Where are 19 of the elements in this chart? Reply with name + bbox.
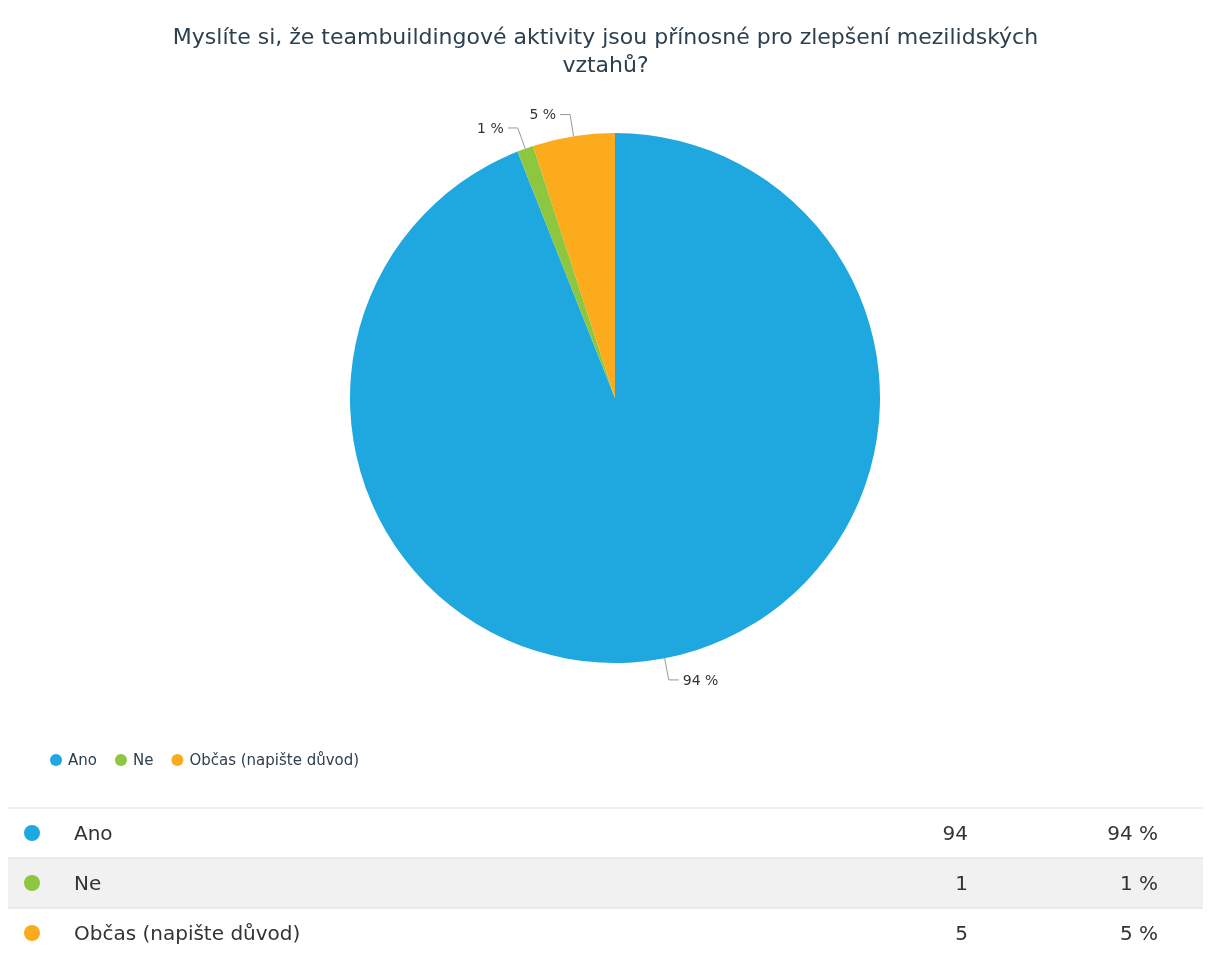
data-label: 94 % <box>682 671 719 688</box>
text: 1 <box>955 871 968 895</box>
pie-slice <box>350 133 880 663</box>
text: 94 <box>942 821 968 845</box>
text: 94 % <box>1107 821 1158 845</box>
category-label: Ano <box>74 821 113 845</box>
data-label: 1 % <box>477 119 504 136</box>
category-label: Ne <box>74 871 102 895</box>
chart-title: Myslíte si, že teambuildingové aktivity jsou přínosné pro zlepšení mezilidských vztahů? <box>172 24 1039 77</box>
legend-label: Občas (napište důvod) <box>189 751 360 770</box>
text: 5 <box>955 921 968 945</box>
legend-label: Ne <box>132 751 154 770</box>
text: 1 % <box>1119 871 1158 895</box>
pie-slice <box>517 145 615 398</box>
category-label: Občas (napište důvod) <box>74 921 301 945</box>
pie-slice <box>533 133 615 398</box>
data-label: 5 % <box>529 106 557 123</box>
text: 5 % <box>1119 921 1158 945</box>
legend-label: Ano <box>68 751 97 770</box>
